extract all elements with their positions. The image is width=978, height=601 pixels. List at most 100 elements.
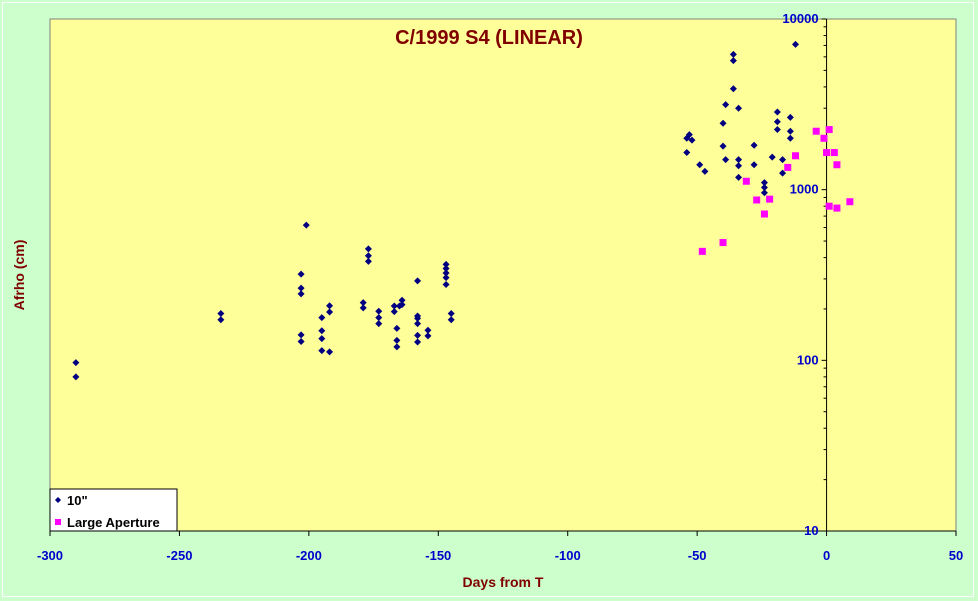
data-point-large-aperture bbox=[825, 202, 833, 210]
data-point-10in bbox=[424, 332, 432, 340]
points-group bbox=[72, 40, 854, 381]
x-tick-label: -300 bbox=[37, 548, 63, 563]
data-point-10in bbox=[792, 40, 800, 48]
data-point-large-aperture bbox=[760, 210, 768, 218]
data-point-10in bbox=[318, 314, 326, 322]
x-tick-label: 0 bbox=[823, 548, 830, 563]
data-point-10in bbox=[760, 183, 768, 191]
data-point-10in bbox=[326, 308, 334, 316]
data-point-10in bbox=[318, 335, 326, 343]
data-point-10in bbox=[773, 118, 781, 126]
data-point-10in bbox=[297, 331, 305, 339]
legend-label-large-aperture: Large Aperture bbox=[67, 515, 160, 530]
data-point-10in bbox=[750, 161, 758, 169]
data-point-10in bbox=[364, 252, 372, 260]
data-point-10in bbox=[442, 269, 450, 277]
legend-box bbox=[49, 488, 178, 532]
data-point-10in bbox=[729, 85, 737, 93]
data-point-10in bbox=[375, 314, 383, 322]
data-point-10in bbox=[326, 348, 334, 356]
x-tick-label: -100 bbox=[555, 548, 581, 563]
data-point-10in bbox=[750, 141, 758, 149]
data-point-10in bbox=[773, 108, 781, 116]
data-point-10in bbox=[414, 314, 422, 322]
data-point-10in bbox=[701, 167, 709, 175]
data-point-10in bbox=[786, 127, 794, 135]
data-point-10in bbox=[398, 301, 406, 309]
legend-marker-10in bbox=[55, 497, 61, 503]
data-point-10in bbox=[722, 101, 730, 109]
y-tick-label: 1000 bbox=[790, 182, 819, 197]
data-point-10in bbox=[393, 336, 401, 344]
data-point-large-aperture bbox=[766, 195, 774, 203]
data-point-10in bbox=[696, 161, 704, 169]
data-point-10in bbox=[217, 310, 225, 318]
data-point-10in bbox=[779, 156, 787, 164]
x-tick-label: 50 bbox=[949, 548, 963, 563]
x-axis-label: Days from T bbox=[463, 574, 544, 590]
data-point-10in bbox=[393, 343, 401, 351]
data-point-10in bbox=[786, 113, 794, 121]
data-point-10in bbox=[414, 277, 422, 285]
data-point-10in bbox=[729, 57, 737, 65]
data-point-10in bbox=[393, 324, 401, 332]
data-point-10in bbox=[359, 304, 367, 312]
data-point-10in bbox=[364, 257, 372, 265]
data-point-10in bbox=[773, 126, 781, 134]
data-point-10in bbox=[683, 149, 691, 157]
data-point-large-aperture bbox=[833, 161, 841, 169]
data-point-10in bbox=[768, 153, 776, 161]
data-point-large-aperture bbox=[820, 134, 828, 142]
data-point-10in bbox=[442, 265, 450, 273]
data-point-10in bbox=[442, 274, 450, 282]
data-point-10in bbox=[424, 326, 432, 334]
data-point-10in bbox=[735, 173, 743, 181]
data-point-10in bbox=[760, 189, 768, 197]
legend: 10" Large Aperture bbox=[49, 488, 178, 532]
data-point-10in bbox=[364, 245, 372, 253]
data-point-10in bbox=[72, 373, 80, 381]
data-point-large-aperture bbox=[753, 196, 761, 204]
data-point-10in bbox=[786, 134, 794, 142]
data-point-10in bbox=[318, 347, 326, 355]
data-point-10in bbox=[217, 316, 225, 324]
data-point-10in bbox=[375, 320, 383, 328]
x-tick-label: -50 bbox=[688, 548, 707, 563]
data-point-10in bbox=[72, 359, 80, 367]
x-tick-label: -250 bbox=[166, 548, 192, 563]
axes-group: -300 -250 -200 -150 -100 -50 0 50 10 100 1000 10000 bbox=[37, 11, 963, 563]
data-point-large-aperture bbox=[830, 149, 838, 157]
chart-title: C/1999 S4 (LINEAR) bbox=[395, 27, 583, 49]
data-point-large-aperture bbox=[792, 152, 800, 160]
data-point-10in bbox=[302, 221, 310, 229]
data-point-10in bbox=[719, 119, 727, 127]
data-point-10in bbox=[375, 307, 383, 315]
data-point-10in bbox=[719, 142, 727, 150]
data-point-10in bbox=[297, 337, 305, 345]
y-axis-label: Afrho (cm) bbox=[11, 240, 27, 311]
data-point-large-aperture bbox=[825, 126, 833, 134]
data-point-large-aperture bbox=[784, 163, 792, 171]
data-point-10in bbox=[760, 179, 768, 187]
data-point-10in bbox=[414, 338, 422, 346]
data-point-10in bbox=[297, 290, 305, 298]
x-tick-label: -200 bbox=[296, 548, 322, 563]
data-point-large-aperture bbox=[812, 127, 820, 135]
data-point-10in bbox=[442, 281, 450, 289]
data-point-large-aperture bbox=[719, 239, 727, 247]
plot-area bbox=[49, 18, 957, 532]
data-point-large-aperture bbox=[846, 198, 854, 206]
data-point-10in bbox=[414, 320, 422, 328]
data-point-10in bbox=[359, 299, 367, 307]
data-point-large-aperture bbox=[833, 204, 841, 212]
data-point-10in bbox=[735, 104, 743, 112]
data-point-10in bbox=[729, 50, 737, 58]
y-tick-label: 100 bbox=[797, 352, 819, 367]
data-point-10in bbox=[398, 296, 406, 304]
data-point-10in bbox=[688, 136, 696, 144]
data-point-10in bbox=[447, 316, 455, 324]
data-point-10in bbox=[779, 169, 787, 177]
